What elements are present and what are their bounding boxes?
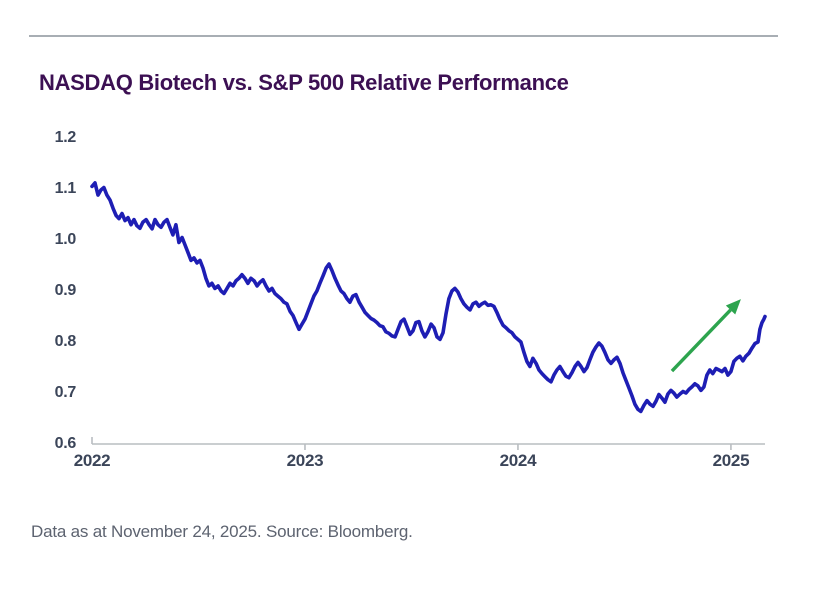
footnote: Data as at November 24, 2025. Source: Bl…: [31, 522, 413, 541]
x-tick-label: 2023: [286, 451, 324, 470]
chart-title: NASDAQ Biotech vs. S&P 500 Relative Perf…: [39, 70, 569, 95]
trend-arrow-shaft: [670, 308, 732, 373]
y-tick-label: 1.2: [54, 129, 77, 146]
x-tick-label: 2024: [499, 451, 537, 470]
y-tick-label: 0.7: [54, 384, 77, 401]
trend-arrow-head: [725, 299, 741, 315]
y-tick-label: 0.8: [54, 333, 77, 350]
top-divider: [29, 35, 778, 37]
x-tick-label: 2025: [712, 451, 750, 470]
y-tick-label: 0.9: [54, 282, 77, 299]
y-tick-label: 1.0: [54, 231, 77, 248]
y-tick-label: 0.6: [54, 435, 77, 452]
y-tick-label: 1.1: [54, 180, 77, 197]
series-line: [90, 181, 767, 414]
x-tick-label: 2022: [73, 451, 111, 470]
